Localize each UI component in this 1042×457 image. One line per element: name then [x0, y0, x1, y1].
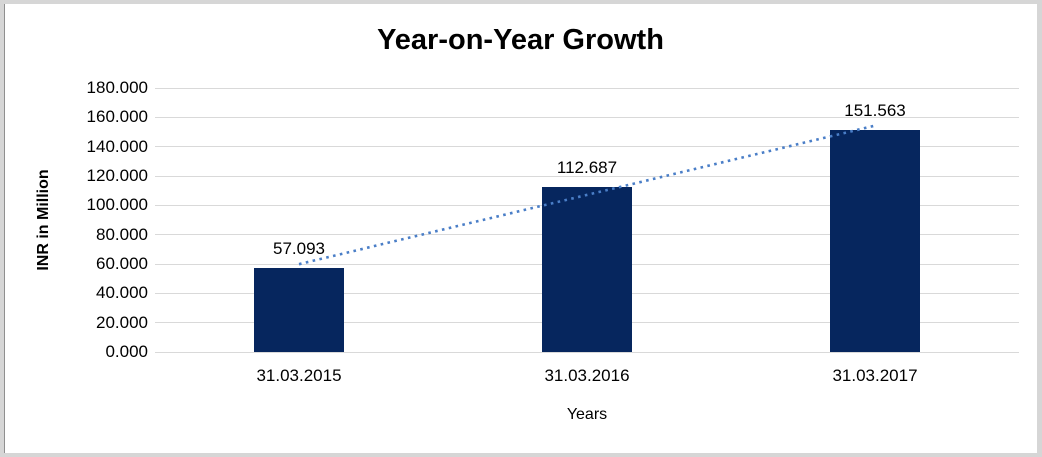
y-tick-label: 60.000	[96, 254, 148, 273]
gridline	[155, 146, 1019, 148]
y-tick-label: 40.000	[96, 283, 148, 303]
bar	[254, 268, 344, 352]
y-tick-label: 80.000	[96, 224, 148, 244]
x-tick-label: 31.03.2015	[256, 366, 342, 385]
gridline	[155, 116, 1019, 118]
x-axis-title: Years	[566, 406, 608, 423]
data-label: 57.093	[273, 239, 325, 259]
x-tick-label: 31.03.2016	[544, 366, 630, 385]
y-tick-label: 0.000	[105, 342, 148, 361]
y-tick-label: 180.000	[86, 78, 148, 97]
bar	[542, 186, 632, 352]
gridline	[155, 351, 1019, 353]
trendline	[298, 124, 876, 266]
data-label: 151.563	[844, 100, 906, 120]
y-tick-label: 100.000	[86, 195, 148, 215]
gridline	[155, 87, 1019, 89]
chart-title: Year-on-Year Growth	[377, 24, 664, 56]
y-tick-label: 160.000	[86, 107, 148, 127]
gridline	[155, 175, 1019, 177]
plot-area: 57.093 112.687 151.563	[155, 87, 1019, 353]
x-tick-label: 31.03.2017	[832, 366, 918, 385]
y-tick-label: 140.000	[86, 136, 148, 156]
x-axis-labels: 31.03.2015 31.03.2016 31.03.2017	[155, 366, 1019, 386]
data-label: 112.687	[556, 157, 618, 177]
y-axis-labels: 0.000 20.000 40.000 60.000 80.000 100.000 120.…	[4, 78, 148, 361]
y-tick-label: 20.000	[96, 312, 148, 332]
y-tick-label: 120.000	[86, 166, 148, 185]
bar	[830, 129, 920, 352]
